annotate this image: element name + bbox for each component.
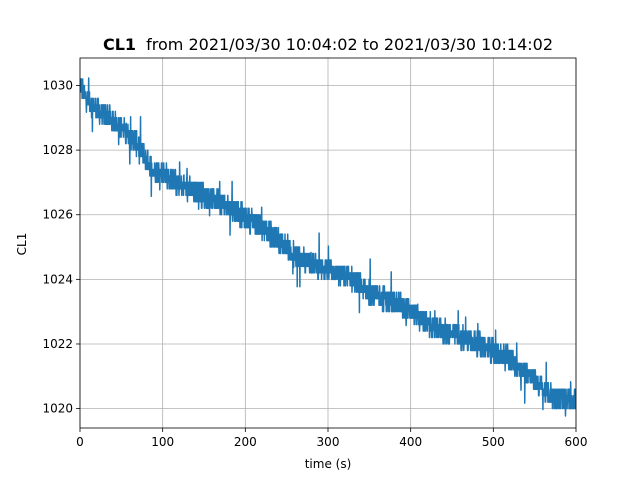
y-tick-label: 1022: [42, 337, 73, 351]
y-tick-label: 1026: [42, 208, 73, 222]
y-axis-label: CL1: [15, 233, 29, 256]
grid: [79, 58, 577, 428]
axes: 0 100 200 300 400 500 600 1020 1022 1024 1026 1028 1…: [42, 57, 588, 449]
x-tick-label: 400: [399, 435, 422, 449]
x-tick-label: 500: [482, 435, 505, 449]
x-tick-label: 200: [234, 435, 257, 449]
x-tick-label: 0: [76, 435, 84, 449]
x-tick-label: 600: [565, 435, 588, 449]
y-tick-label: 1028: [42, 143, 73, 157]
y-tick-label: 1030: [42, 78, 73, 92]
x-tick-label: 300: [317, 435, 340, 449]
chart-title-rest: from 2021/03/30 10:04:02 to 2021/03/30 1…: [146, 35, 553, 54]
x-tick-label: 100: [151, 435, 174, 449]
y-tick-label: 1024: [42, 272, 73, 286]
plot-area: [80, 77, 576, 417]
chart-title-bold: CL1: [103, 35, 136, 54]
chart-title: CL1 from 2021/03/30 10:04:02 to 2021/03/…: [103, 35, 553, 54]
x-axis-label: time (s): [305, 457, 352, 471]
series-line: [80, 77, 576, 417]
y-tick-label: 1020: [42, 402, 73, 416]
